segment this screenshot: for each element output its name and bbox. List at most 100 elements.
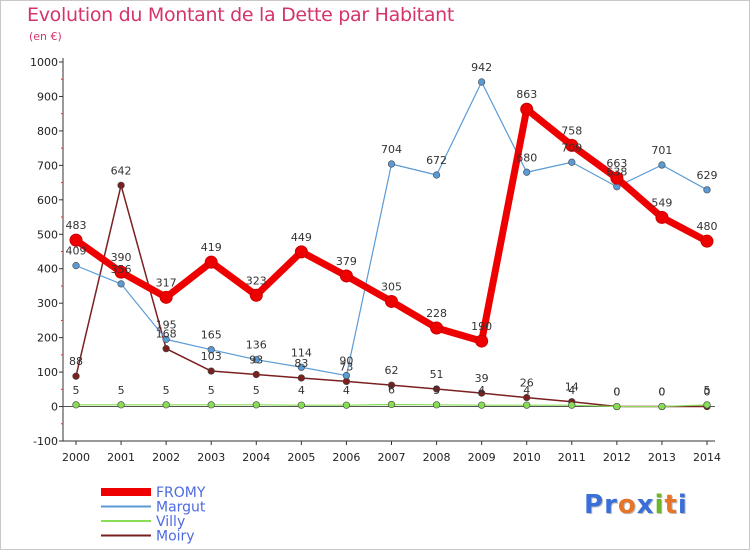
data-label-moiry: 26 (520, 377, 534, 390)
proxiti-logo: Proxiti (584, 490, 688, 520)
x-tick-label: 2002 (152, 451, 180, 464)
data-point-fromy (249, 288, 263, 302)
chart-subtitle: (en €) (29, 30, 62, 43)
data-label-fromy: 483 (66, 219, 87, 232)
data-point-fromy (610, 171, 624, 185)
logo-letter: o (617, 490, 637, 520)
x-tick-label: 2004 (242, 451, 270, 464)
data-point-margut (523, 168, 531, 176)
data-point-moiry (523, 393, 531, 402)
data-point-fromy (114, 265, 128, 279)
x-tick-label: 2009 (468, 451, 496, 464)
data-point-villy (297, 401, 305, 409)
data-point-margut (297, 363, 305, 371)
data-point-margut (478, 78, 486, 86)
data-point-villy (117, 401, 125, 409)
logo-letter: t (664, 490, 678, 520)
data-label-moiry: 103 (201, 350, 222, 363)
data-label-fromy: 190 (471, 320, 492, 333)
data-label-fromy: 305 (381, 280, 402, 293)
data-point-moiry (207, 367, 215, 375)
data-label-fromy: 863 (516, 88, 537, 101)
data-point-villy (658, 402, 666, 411)
data-point-margut (252, 356, 260, 364)
y-tick-label: 900 (37, 90, 58, 103)
data-label-fromy: 758 (561, 124, 582, 137)
x-tick-label: 2000 (62, 451, 90, 464)
data-point-villy (387, 400, 396, 409)
logo-letter: i (677, 490, 688, 520)
data-point-villy (703, 401, 711, 409)
data-point-moiry (297, 374, 305, 382)
y-tick-label: 800 (37, 125, 58, 138)
data-point-villy (568, 401, 576, 409)
data-point-villy (162, 401, 170, 409)
data-label-villy: 4 (298, 384, 305, 397)
data-label-villy: 5 (208, 384, 215, 397)
x-tick-label: 2011 (558, 451, 586, 464)
data-label-villy: 5 (253, 384, 260, 397)
data-point-moiry (72, 372, 80, 380)
data-label-moiry: 73 (339, 360, 353, 373)
data-label-margut: 672 (426, 154, 447, 167)
data-point-fromy (430, 321, 444, 335)
data-label-fromy: 663 (606, 157, 627, 170)
data-label-villy: 4 (523, 384, 530, 397)
data-label-margut: 90 (339, 355, 353, 368)
data-label-moiry: 93 (249, 354, 263, 367)
data-label-margut: 114 (291, 346, 312, 359)
data-point-margut (342, 371, 351, 380)
x-tick-label: 2012 (603, 451, 631, 464)
y-tick-label: 200 (37, 332, 58, 345)
chart-title: Evolution du Montant de la Dette par Hab… (27, 4, 455, 26)
data-point-villy (342, 401, 351, 409)
data-point-fromy (204, 255, 218, 269)
data-label-fromy: 549 (651, 196, 672, 209)
data-label-villy: 0 (658, 386, 665, 399)
data-label-moiry: 88 (69, 355, 83, 368)
data-point-margut (162, 335, 170, 343)
x-tick-label: 2006 (332, 451, 360, 464)
y-tick-label: 1000 (30, 56, 58, 69)
data-point-villy (523, 401, 531, 409)
data-label-margut: 638 (606, 166, 627, 179)
data-point-margut (207, 346, 215, 354)
data-point-margut (432, 171, 441, 179)
data-label-margut: 709 (561, 141, 582, 154)
data-point-villy (432, 401, 441, 409)
y-tick-label: 300 (37, 297, 58, 310)
data-label-fromy: 317 (156, 276, 177, 289)
data-point-fromy (339, 269, 353, 283)
data-label-fromy: 419 (201, 241, 222, 254)
data-label-villy: 4 (343, 384, 350, 397)
data-label-margut: 356 (111, 263, 132, 276)
legend-label-villy: Villy (156, 514, 185, 530)
data-label-margut: 165 (201, 329, 222, 342)
data-label-margut: 701 (651, 144, 672, 157)
data-point-villy (613, 402, 621, 411)
data-label-villy: 6 (388, 383, 395, 396)
logo-letter: i (654, 490, 665, 520)
data-point-moiry (117, 181, 125, 189)
data-point-fromy (565, 138, 579, 152)
data-point-margut (703, 186, 711, 194)
x-tick-label: 2001 (107, 451, 135, 464)
data-label-margut: 680 (516, 151, 537, 164)
data-label-villy: 5 (163, 384, 170, 397)
data-point-fromy (700, 234, 714, 248)
data-point-fromy (520, 102, 534, 116)
y-tick-label: 600 (37, 194, 58, 207)
x-tick-label: 2007 (378, 451, 406, 464)
data-point-moiry (162, 345, 170, 353)
data-label-villy: 5 (433, 384, 440, 397)
data-label-fromy: 228 (426, 307, 447, 320)
data-point-margut (658, 161, 666, 169)
data-point-fromy (159, 290, 173, 304)
data-label-margut: 704 (381, 143, 402, 156)
data-label-fromy: 379 (336, 255, 357, 268)
data-label-fromy: 390 (111, 251, 132, 264)
data-point-moiry (387, 381, 396, 389)
logo-letter: x (636, 490, 655, 520)
y-tick-label: 400 (37, 263, 58, 276)
